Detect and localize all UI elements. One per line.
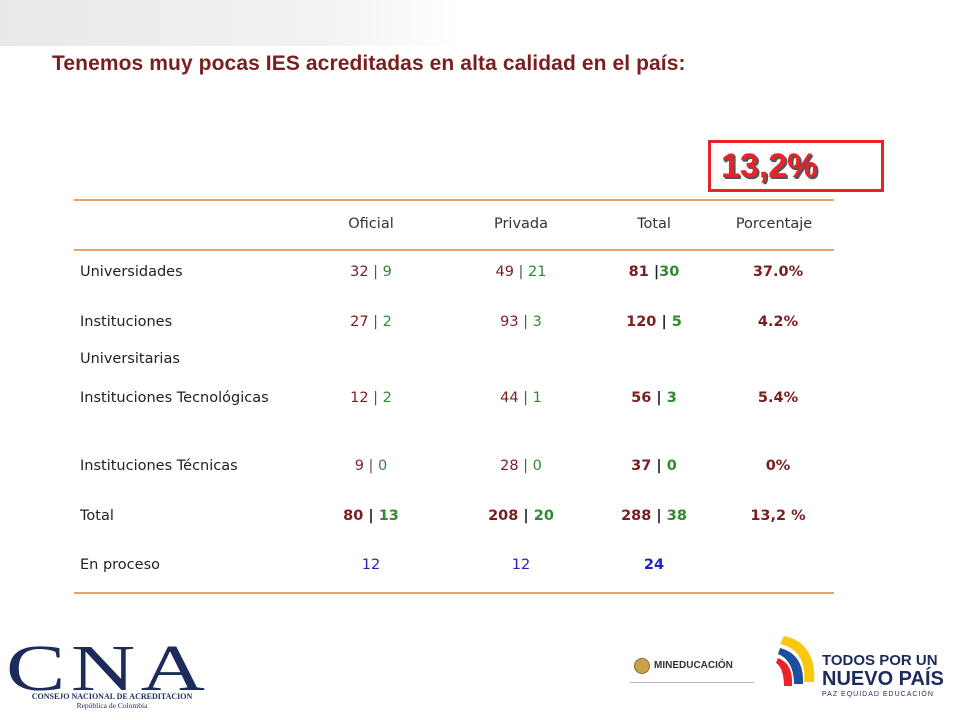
porcentaje-cell: 4.2% [757,314,799,330]
privada-cell: 49 | 21 [495,264,547,280]
percentage-callout: 13,2% [708,140,884,192]
cna-logo: CNA CONSEJO NACIONAL DE ACREDITACION Rep… [6,636,216,716]
tpun-line3: PAZ EQUIDAD EDUCACIÓN [822,691,934,698]
privada-cell: 44 | 1 [500,390,542,406]
total-cell: 37 | 0 [631,458,677,474]
row-label: Universidades [80,264,183,280]
row-label: Instituciones [80,314,173,330]
callout-value: 13,2% [721,147,818,185]
porcentaje-cell: 0% [765,458,791,474]
oficial-cell: 80 | 13 [343,508,399,524]
header-oficial: Oficial [348,216,394,232]
total-cell: 24 [643,557,665,573]
mineducacion-text: MINEDUCACIÓN [654,660,733,671]
oficial-cell: 9 | 0 [354,458,388,474]
coat-of-arms-icon [634,658,650,674]
privada-cell: 93 | 3 [500,314,542,330]
tpun-line2: NUEVO PAÍS [822,668,944,690]
row-label: Instituciones Tecnológicas [80,390,269,406]
cna-subtitle: CONSEJO NACIONAL DE ACREDITACION Repúbli… [12,692,212,710]
row-label: Total [80,508,114,524]
row-label: Instituciones Técnicas [80,458,238,474]
slide-title: Tenemos muy pocas IES acreditadas en alt… [52,52,686,75]
header-privada: Privada [493,216,549,232]
porcentaje-cell: 5.4% [757,390,799,406]
cna-line1: CONSEJO NACIONAL DE ACREDITACION [31,692,193,701]
todos-por-un-nuevo-pais-logo: TODOS POR UN NUEVO PAÍS PAZ EQUIDAD EDUC… [776,630,956,710]
total-cell: 120 | 5 [626,314,682,330]
header-total: Total [637,216,671,232]
row-label-line2: Universitarias [80,351,180,367]
cna-letters: CNA [6,632,211,705]
header-porcentaje: Porcentaje [735,216,813,232]
oficial-cell: 27 | 2 [350,314,392,330]
privada-cell: 28 | 0 [500,458,542,474]
oficial-cell: 12 [361,557,381,573]
top-decor-band [0,0,460,46]
oficial-cell: 32 | 9 [350,264,392,280]
total-cell: 56 | 3 [631,390,677,406]
mineducacion-logo: MINEDUCACIÓN [630,652,754,683]
porcentaje-cell: 37.0% [752,264,804,280]
accreditation-table: Oficial Privada Total Porcentaje Univers… [74,199,834,594]
row-label: En proceso [80,557,160,573]
total-cell: 288 | 38 [621,508,687,524]
oficial-cell: 12 | 2 [350,390,392,406]
tpun-line1: TODOS POR UN [822,652,938,669]
porcentaje-cell: 13,2 % [750,508,806,524]
cna-line2: República de Colombia [76,701,148,710]
privada-cell: 208 | 20 [488,508,554,524]
colombia-stripes-icon [776,636,815,686]
total-cell: 81 |30 [628,264,680,280]
header-rule [74,249,834,251]
privada-cell: 12 [511,557,531,573]
